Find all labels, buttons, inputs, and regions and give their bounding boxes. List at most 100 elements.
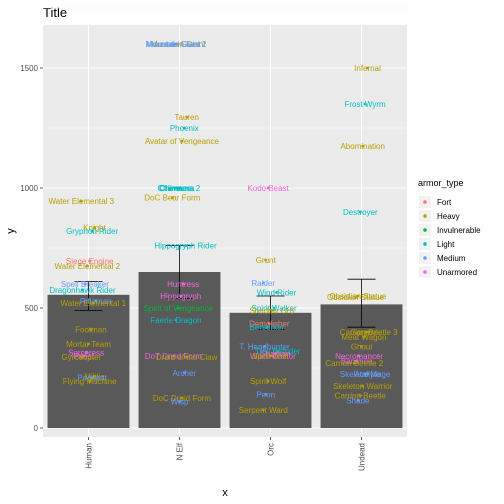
point-label: Raider [252,279,276,288]
point-label: Carrion Beetle [335,392,387,401]
point-label: Chimaera [157,184,192,193]
point-label: Knight [83,224,106,233]
point-label: Water Elemental 2 [55,262,121,271]
data-point [185,115,189,119]
data-point [85,264,89,268]
data-point [367,330,371,334]
y-axis-title: y [5,228,17,234]
data-point [172,42,175,46]
data-point [356,399,360,402]
point-label: Faerie Dragon [150,316,201,325]
data-point [264,258,268,262]
data-point [270,309,274,312]
data-point [180,396,184,400]
data-point [180,139,184,143]
data-point [182,126,186,130]
data-point [267,322,271,325]
data-point [88,259,92,263]
point-label: Spirit Walker [252,304,297,313]
data-point [79,199,83,203]
point-label: Shaman [260,350,290,359]
point-label: DoT Druid Form [145,352,203,361]
x-tick-label: N Elf [176,442,185,460]
point-label: Shade [346,396,370,405]
error-bars [74,245,376,331]
point-label: Chimaera [160,184,195,193]
point-label: Berserker [250,323,285,332]
point-label: Witch Doctor [250,352,296,361]
point-label: Mortar Team [66,340,111,349]
data-point [81,288,84,292]
y-axis: 0 500 1000 1500 [20,64,43,433]
point-label: Skeletal Mage [340,370,391,379]
bar-orc [229,312,312,428]
data-point [175,186,179,190]
point-label: Frost Wyrm [344,100,386,109]
data-point [261,281,265,285]
point-label: Demolisher [249,320,290,329]
data-point [265,325,269,329]
data-point [361,384,365,388]
data-point [264,393,268,396]
point-label: Dragonhawk Rider [49,286,116,295]
point-label: Troll Batrider [255,347,301,356]
point-label: Chimaera 2 [159,184,201,193]
x-tick-label: Undead [358,443,367,471]
point-label: Flying Machine [63,377,117,386]
legend-swatch [423,270,427,274]
point-label: Gargoyle [350,328,383,337]
data-point [94,299,98,303]
data-point [354,295,357,299]
data-point [89,328,93,331]
data-point [363,102,367,106]
data-point [82,354,86,358]
point-label: Druid of the Claw [156,353,218,362]
point-label: Gyrocopter [62,353,102,362]
chart-title: Title [43,5,67,20]
data-point [276,349,280,353]
data-point [364,330,368,334]
point-label: Archer [173,369,197,378]
data-point [91,301,95,305]
point-label: DoC Druid Form [153,394,212,403]
data-point [261,408,265,412]
point-label: Huntress [167,280,199,289]
data-point [93,375,96,378]
x-tick-label: Orc [267,443,276,456]
point-label: Water Elemental 3 [49,197,115,206]
data-point [360,345,363,348]
data-point [83,282,87,286]
point-label: Rifleman [80,297,112,306]
data-point [185,355,189,359]
y-tick-label: 1500 [20,64,38,73]
point-label: Destroyer [343,208,378,217]
point-label: Serpent Ward [239,406,288,415]
data-point [361,144,365,148]
data-point [356,294,360,298]
x-tick-label: Human [85,443,94,469]
point-label: Banshee [341,357,373,366]
point-label: Skeleton Warrior [333,382,393,391]
point-label: Obsidian Statue [327,293,384,302]
data-point [362,335,366,339]
data-point [275,291,278,294]
point-label: Shadow Orb [249,306,294,315]
legend-label: Invulnerable [437,226,481,235]
bars [47,272,403,428]
data-point [363,372,367,376]
point-label: Avatar of Vengeance [145,137,220,146]
data-point [266,379,270,383]
point-label: Spirit Wolf [250,377,287,386]
x-axis: Human N Elf Orc Undead [85,437,367,471]
point-label: Infernal [354,64,381,73]
point-label: Mountain Giant 2 [145,40,206,49]
data-point [357,354,361,358]
point-label: Footman [75,326,107,335]
point-label: Acolyte [354,370,381,379]
data-point [273,352,277,355]
point-label: Tauren [174,113,198,122]
point-label: Abomination [340,142,384,151]
data-point [88,379,92,383]
point-label: Hippogryph [160,292,201,301]
